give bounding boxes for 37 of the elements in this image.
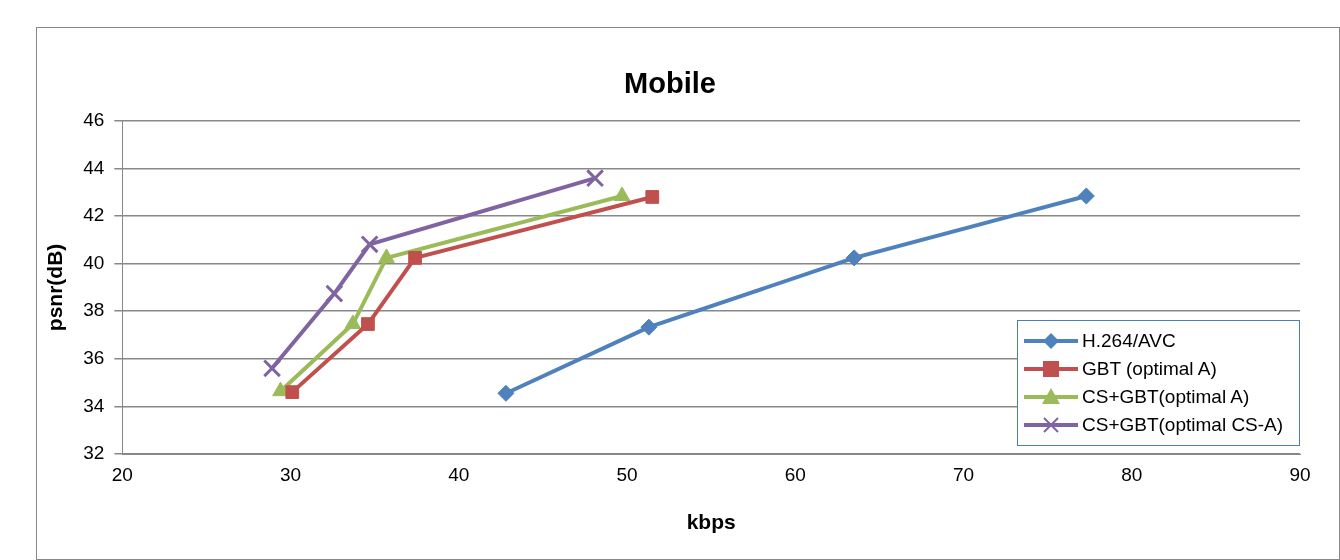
x-tick-label: 50 — [616, 463, 638, 485]
legend-label: CS+GBT(optimal CS-A) — [1082, 414, 1284, 436]
point — [1077, 187, 1095, 205]
y-axis-title: psnr(dB) — [43, 243, 67, 332]
y-tick-label: 40 — [83, 251, 105, 273]
chart-title: Mobile — [624, 67, 716, 100]
point — [640, 318, 658, 336]
y-tick-label: 36 — [83, 347, 105, 369]
y-tick-label: 46 — [83, 109, 105, 131]
y-tick-label: 38 — [83, 299, 105, 321]
point — [360, 235, 379, 254]
x-tick-label: 40 — [448, 463, 470, 485]
point — [344, 314, 362, 330]
point — [408, 251, 422, 265]
point — [497, 384, 515, 402]
point — [613, 186, 631, 202]
x-tick-label: 90 — [1289, 463, 1311, 485]
y-tick-label: 42 — [83, 204, 105, 226]
y-tick-label: 44 — [83, 156, 105, 178]
legend-label: GBT (optimal A) — [1082, 358, 1217, 380]
point — [645, 190, 660, 204]
legend-label: H.264/AVC — [1082, 330, 1176, 352]
x-tick-label: 80 — [1121, 463, 1143, 485]
y-tick-label: 34 — [83, 394, 105, 416]
point — [845, 249, 863, 267]
point — [325, 284, 344, 303]
x-axis-title: kbps — [686, 510, 736, 534]
x-tick-label: 30 — [280, 463, 302, 485]
y-tick-label: 32 — [83, 442, 105, 464]
point — [285, 385, 300, 399]
point — [585, 168, 605, 188]
point — [361, 317, 375, 331]
x-tick-label: 70 — [952, 463, 975, 485]
x-tick-label: 60 — [784, 463, 806, 485]
x-tick-label: 20 — [111, 463, 133, 485]
point — [262, 359, 282, 378]
legend-label: CS+GBT(optimal A) — [1082, 386, 1250, 408]
